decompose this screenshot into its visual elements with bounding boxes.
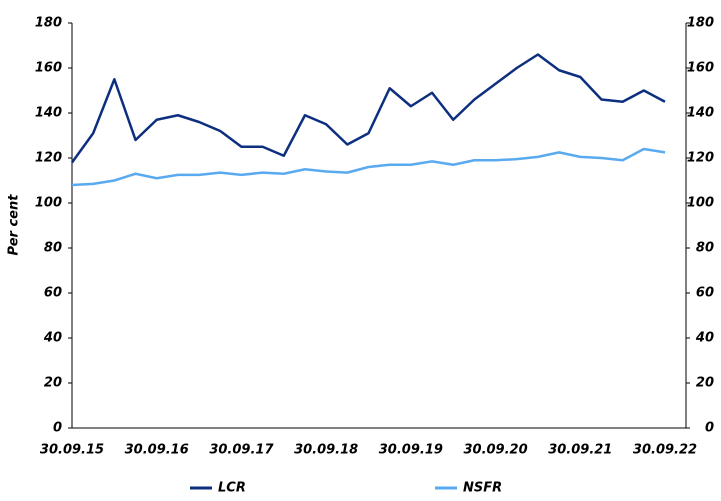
- y2-tick-label: 0: [705, 421, 714, 436]
- x-tick-label: 30.09.17: [209, 443, 274, 458]
- y-tick-label: 140: [35, 106, 62, 121]
- y-tick-label: 100: [35, 196, 62, 211]
- y-tick-label: 60: [44, 286, 62, 301]
- line-series: [71, 147, 666, 187]
- legend-label: NSFR: [463, 481, 502, 496]
- x-tick-label: 30.09.19: [379, 443, 443, 458]
- y2-tick-label: 140: [687, 106, 714, 121]
- y-tick-label: 20: [44, 376, 62, 391]
- y2-tick-label: 80: [696, 241, 714, 256]
- x-tick-label: 30.09.22: [633, 443, 697, 458]
- y-tick-label: 120: [35, 151, 62, 166]
- x-tick-label: 30.09.16: [125, 443, 189, 458]
- y2-tick-label: 160: [687, 61, 714, 76]
- line-series: [70, 53, 666, 164]
- y2-tick-label: 60: [696, 286, 714, 301]
- y2-tick-label: 40: [695, 331, 714, 346]
- y2-tick-label: 100: [687, 196, 714, 211]
- x-tick-label: 30.09.21: [548, 443, 612, 458]
- legend-label: LCR: [218, 481, 246, 496]
- y2-tick-label: 180: [687, 16, 714, 31]
- x-tick-label: 30.09.18: [294, 443, 358, 458]
- x-tick-label: 30.09.15: [40, 443, 104, 458]
- y-axis-label: Per cent: [7, 194, 22, 256]
- y-tick-label: 160: [35, 61, 62, 76]
- y-tick-label: 180: [35, 16, 62, 31]
- y-tick-label: 80: [44, 241, 62, 256]
- y-tick-label: 40: [43, 331, 62, 346]
- x-tick-label: 30.09.20: [463, 443, 527, 458]
- y2-tick-label: 20: [696, 376, 714, 391]
- y2-tick-label: 120: [687, 151, 714, 166]
- y-tick-label: 0: [53, 421, 62, 436]
